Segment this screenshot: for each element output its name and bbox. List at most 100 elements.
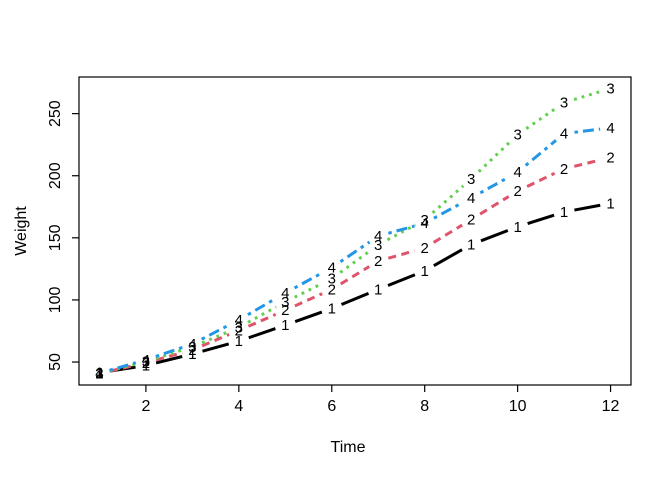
series-4-point-label: 4: [142, 352, 150, 369]
y-tick-label: 50: [47, 353, 64, 371]
series-3-point-label: 3: [513, 127, 521, 144]
series-1-point-label: 1: [142, 358, 150, 375]
series-2-point-label: 2: [281, 302, 289, 319]
series-2-point-label: 2: [606, 149, 614, 166]
series-2-segment: [201, 333, 230, 348]
series-4-segment: [155, 345, 183, 358]
series-1-point-label: 1: [606, 195, 614, 212]
series-4-point-label: 4: [281, 285, 289, 302]
series-3-point-label: 3: [328, 271, 336, 288]
series-1-point-label: 1: [95, 365, 103, 382]
series-4-segment: [109, 361, 137, 372]
series-1-segment: [433, 248, 463, 267]
y-axis: 50 100 150 200 250: [47, 100, 79, 371]
series-2-segment: [479, 195, 510, 216]
series-3-point-label: 3: [235, 319, 243, 336]
series-3-point-label: 3: [467, 171, 475, 188]
series-3-segment: [477, 140, 512, 173]
series-2-point-label: 2: [95, 366, 103, 383]
series-1-point-label: 1: [513, 219, 521, 236]
series-4-segment: [247, 296, 277, 316]
series-2-point-label: 2: [235, 322, 243, 339]
series-1-point-label: 1: [188, 346, 196, 363]
x-axis-title: Time: [331, 439, 366, 456]
series-3-point-label: 3: [281, 294, 289, 311]
series-1-segment: [248, 327, 276, 340]
series-4-point-label: 4: [188, 336, 196, 353]
series-4-segment: [524, 139, 557, 167]
series-4-point-label: 4: [560, 126, 568, 143]
series-2-point-label: 2: [513, 183, 521, 200]
series-4-point-label: 4: [328, 260, 336, 277]
series-4-point-label: 4: [421, 215, 429, 232]
series-1-segment: [202, 342, 230, 353]
series-3-segment: [386, 223, 417, 242]
series-4-point-label: 4: [95, 365, 103, 382]
series-1-segment: [574, 203, 601, 212]
series-2-segment: [109, 363, 137, 373]
series-2-point-label: 2: [328, 281, 336, 298]
series-2-segment: [526, 171, 556, 188]
series-3-point-label: 3: [142, 354, 150, 371]
series-2-point-label: 2: [467, 212, 475, 229]
y-tick-label: 100: [47, 286, 64, 313]
series-4-segment: [293, 271, 324, 290]
x-axis: 2 4 6 8 10 12: [141, 385, 620, 415]
series-4-segment: [574, 127, 601, 134]
series-3-point-label: 3: [421, 212, 429, 229]
y-axis-title: Weight: [13, 206, 30, 256]
series-4-point-label: 4: [606, 120, 614, 137]
series-3-segment: [294, 282, 324, 299]
x-tick-label: 6: [327, 398, 336, 415]
series-1-segment: [527, 213, 555, 226]
series-2-point-label: 2: [560, 161, 568, 178]
series-4-segment: [339, 240, 371, 263]
series-2-point-label: 2: [421, 240, 429, 257]
series-2-segment: [432, 223, 463, 244]
series-3-point-label: 3: [560, 95, 568, 112]
series-1-point-label: 1: [281, 317, 289, 334]
series-2-segment: [294, 292, 323, 308]
series-4-segment: [433, 201, 463, 220]
series-1-segment: [387, 273, 416, 287]
series-2-point-label: 2: [374, 253, 382, 270]
series-2-point-label: 2: [188, 342, 196, 359]
series-1-point-label: 1: [328, 300, 336, 317]
series-3-point-label: 3: [374, 237, 382, 254]
series-2-segment: [155, 351, 183, 362]
series-3-segment: [247, 305, 277, 324]
series-3-point-label: 3: [188, 339, 196, 356]
series-3-segment: [431, 184, 465, 215]
series-4-segment: [201, 323, 231, 341]
y-tick-label: 150: [47, 224, 64, 251]
series-1-point-label: 1: [467, 237, 475, 254]
series-3-segment: [525, 107, 557, 130]
y-tick-label: 250: [47, 100, 64, 127]
series-3-segment: [339, 249, 371, 274]
plot-box: [78, 76, 632, 386]
x-tick-label: 4: [234, 398, 243, 415]
series-1-point-label: 1: [421, 263, 429, 280]
series-lines: 1 111111111112222222222223333333333334444…: [95, 80, 614, 382]
series-1-segment: [340, 291, 370, 306]
series-2-segment: [247, 313, 277, 328]
series-1-point-label: 1: [235, 333, 243, 350]
x-tick-label: 8: [420, 398, 429, 415]
series-4-segment: [387, 224, 415, 235]
series-4-point-label: 4: [374, 228, 382, 245]
series-4-point-label: 4: [235, 312, 243, 329]
series-2-segment: [387, 249, 416, 260]
series-4-segment: [479, 175, 510, 195]
series-2-segment: [573, 158, 601, 168]
series-4-point-label: 4: [467, 190, 475, 207]
series-3-point-label: 3: [606, 80, 614, 97]
series-1-segment: [294, 310, 323, 324]
series-1-segment: [480, 229, 509, 243]
series-1-point-label: 1: [374, 281, 382, 298]
series-3-segment: [201, 330, 230, 345]
x-tick-label: 10: [509, 398, 527, 415]
series-2-point-label: 2: [142, 355, 150, 372]
y-tick-label: 200: [47, 162, 64, 189]
